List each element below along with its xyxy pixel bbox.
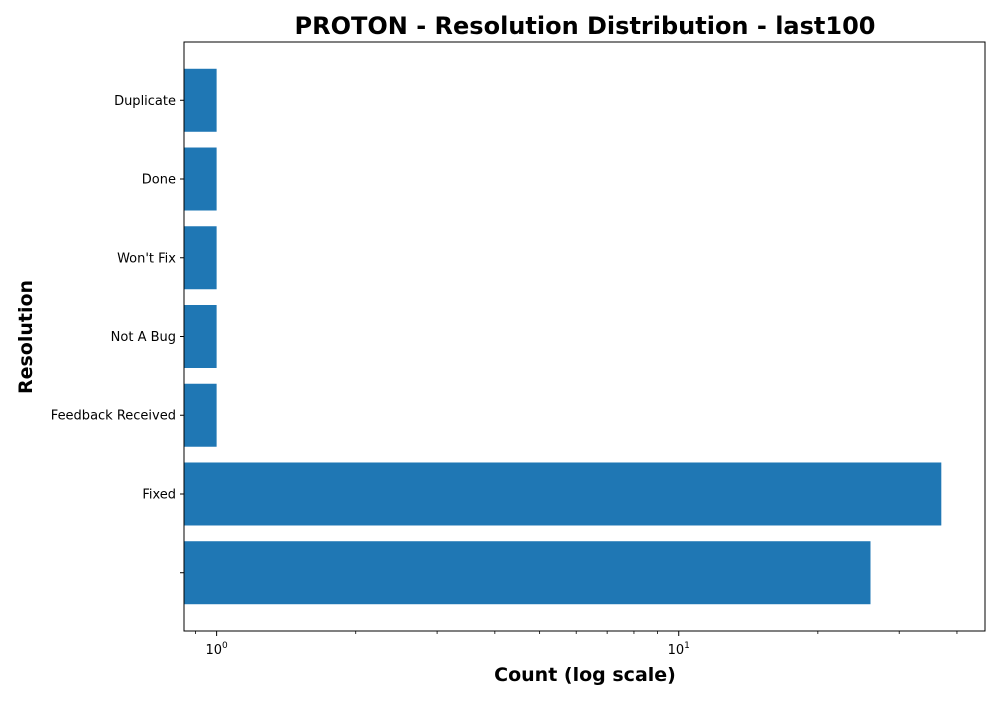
- x-tick-label: 101: [668, 641, 690, 658]
- bar: [184, 305, 217, 368]
- y-tick-label: Won't Fix: [117, 251, 176, 266]
- bar: [184, 462, 942, 526]
- bar: [184, 226, 217, 290]
- y-tick-label: Duplicate: [114, 94, 176, 109]
- bar: [184, 68, 217, 132]
- y-tick-label: Not A Bug: [111, 330, 176, 345]
- y-tick-label: Feedback Received: [51, 409, 176, 424]
- bar: [184, 147, 217, 211]
- y-axis-label: Resolution: [15, 280, 37, 394]
- x-axis-label: Count (log scale): [494, 664, 676, 686]
- bar: [184, 383, 217, 447]
- plot-area: Fixed Feedback Received Not A Bug Won't Fix…: [51, 41, 986, 658]
- bar: [184, 541, 871, 605]
- chart-title: PROTON - Resolution Distribution - last1…: [295, 12, 876, 40]
- x-tick-label: 100: [205, 641, 228, 658]
- y-tick-label: Done: [142, 173, 176, 188]
- y-tick-label: Fixed: [142, 487, 176, 502]
